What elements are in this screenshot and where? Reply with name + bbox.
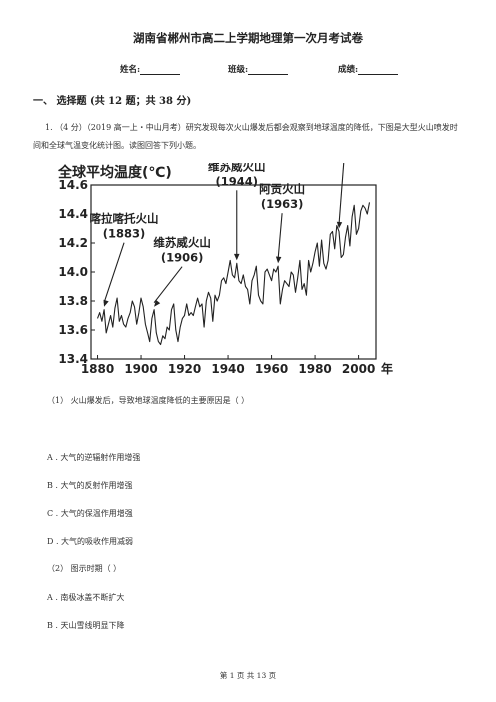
temperature-line	[96, 202, 371, 346]
volcano-year-label: (1944)	[215, 174, 258, 188]
volcano-year-label: (1906)	[161, 251, 204, 265]
y-tick-label: 14.6	[58, 178, 88, 192]
score-label: 成绩:	[338, 65, 359, 75]
y-tick-label: 13.8	[58, 294, 88, 308]
option-1a[interactable]: A . 大气的逆辐射作用增强	[47, 453, 141, 462]
temperature-chart: 全球平均温度(℃) 13.4 13.6 13.8 14.0 14.2 14.4 14.6 188…	[57, 163, 393, 376]
y-tick-label: 14.4	[58, 207, 88, 221]
score-field: 成绩:	[338, 63, 399, 75]
annotation-arrow-head	[103, 299, 109, 307]
y-tick-label: 13.4	[58, 352, 88, 366]
x-tick-label: 1960	[255, 362, 288, 376]
volcano-year-label: (1963)	[261, 197, 304, 211]
exam-title: 湖南省郴州市高二上学期地理第一次月考试卷	[133, 31, 363, 45]
annotation-arrow-head	[154, 299, 161, 307]
option-2a[interactable]: A . 南极冰盖不断扩大	[47, 593, 125, 602]
x-tick-label: 1980	[298, 362, 331, 376]
section-heading: 一、 选择题 (共 12 题；共 38 分)	[33, 96, 192, 107]
sub-question-1: （1） 火山爆发后，导致地球温度降低的主要原因是（ ）	[47, 396, 250, 405]
option-1d[interactable]: D . 大气的吸收作用减弱	[47, 537, 134, 546]
x-axis-unit: 年	[381, 361, 393, 376]
x-tick-label: 2000	[342, 362, 375, 376]
y-tick-label: 13.6	[58, 323, 88, 337]
class-blank[interactable]	[248, 65, 289, 75]
volcano-name-label: 喀拉喀托火山	[90, 212, 159, 226]
annotation-arrow-head	[336, 221, 343, 229]
x-tick-label: 1920	[168, 362, 201, 376]
volcano-name-label: 维苏威火山	[153, 236, 211, 250]
y-tick-label: 14.2	[58, 236, 88, 250]
name-label: 姓名:	[120, 65, 141, 75]
annotation-arrow-line	[277, 213, 283, 260]
name-blank[interactable]	[140, 65, 181, 75]
option-2b[interactable]: B . 天山雪线明显下降	[47, 621, 125, 630]
class-label: 班级:	[228, 65, 249, 75]
chart-root: 全球平均温度(℃) 13.4 13.6 13.8 14.0 14.2 14.4 14.6 188…	[57, 163, 393, 376]
volcano-name-label: 维苏威火山	[208, 163, 266, 173]
sub-question-2: （2） 图示时期（ ）	[47, 564, 122, 573]
volcano-name-label: 阿贡火山	[259, 182, 305, 196]
chart-title: 全球平均温度(℃)	[57, 164, 172, 181]
annotation-arrow-head	[275, 256, 282, 264]
score-blank[interactable]	[358, 65, 399, 75]
x-tick-label: 1880	[81, 362, 114, 376]
x-tick-label: 1940	[211, 362, 244, 376]
volcano-year-label: (1883)	[103, 227, 146, 241]
annotation-arrow-line	[153, 266, 183, 304]
y-tick-label: 14.0	[58, 265, 88, 279]
annotation-arrow-line	[103, 242, 125, 303]
option-1c[interactable]: C . 大气的保温作用增强	[47, 509, 133, 518]
annotation-arrow-head	[234, 253, 240, 261]
option-1b[interactable]: B . 大气的反射作用增强	[47, 481, 133, 490]
page-footer: 第 1 页 共 13 页	[219, 671, 277, 680]
class-field: 班级:	[228, 63, 289, 75]
annotation-arrow-line	[338, 163, 345, 225]
question-1-intro: 1. （4 分）（2019 高一上・中山月考）研究发现每次火山爆发后都会观察到地…	[33, 123, 458, 150]
name-field: 姓名:	[120, 63, 181, 75]
x-tick-label: 1900	[124, 362, 157, 376]
